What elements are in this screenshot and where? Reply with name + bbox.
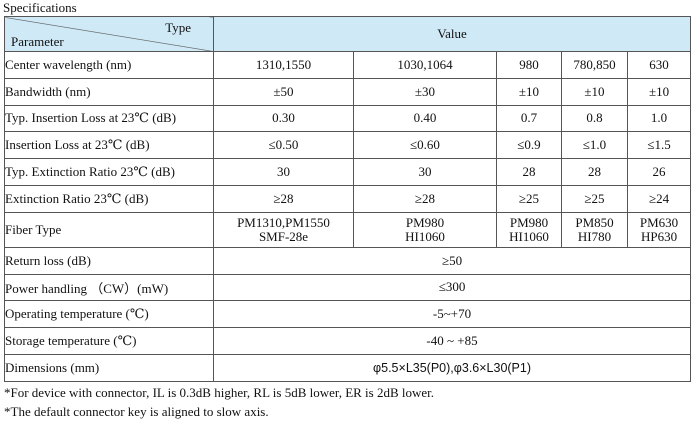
row-label: Power handling （CW）(mW) <box>4 273 214 302</box>
header-row: Type Parameter Value <box>4 16 692 52</box>
fiber-line: HI1060 <box>405 228 445 244</box>
row-label: Typ. Insertion Loss at 23℃ (dB) <box>4 104 214 133</box>
row-label: Center wavelength (nm) <box>4 51 214 79</box>
table-row: Extinction Ratio 23℃ (dB) ≥28 ≥28 ≥25 ≥2… <box>4 184 692 213</box>
row-label: Operating temperature (℃) <box>4 300 214 329</box>
fiber-line: PM1310,PM1550 <box>237 214 330 230</box>
table-cell: ≤0.60 <box>353 131 497 160</box>
table-row: Typ. Extinction Ratio 23℃ (dB) 30 30 28 … <box>4 158 692 186</box>
table-cell: ±10 <box>561 77 628 106</box>
table-cell: ≥25 <box>561 184 628 213</box>
merged-cell: -5~+70 <box>212 300 692 329</box>
table-cell: 28 <box>496 158 562 186</box>
table-cell: 28 <box>561 158 628 186</box>
merged-cell: ≥50 <box>212 246 692 275</box>
table-cell: ≤0.50 <box>213 131 354 160</box>
type-header-label: Type <box>165 20 191 35</box>
table-row: Storage temperature (℃) -40 ~ +85 <box>4 327 692 355</box>
row-label: Bandwidth (nm) <box>4 77 214 106</box>
table-cell: 0.30 <box>213 104 354 133</box>
footnote: *For device with connector, IL is 0.3dB … <box>4 385 435 400</box>
table-row: Center wavelength (nm) 1310,1550 1030,10… <box>4 51 692 79</box>
row-label: Storage temperature (℃) <box>4 327 214 355</box>
table-cell: ±30 <box>353 77 497 106</box>
table-row: Return loss (dB) ≥50 <box>4 246 692 275</box>
fiber-line: HI1060 <box>509 228 549 244</box>
table-cell: PM850 HI780 <box>561 211 628 248</box>
fiber-line: PM850 <box>575 214 614 230</box>
table-cell: 0.7 <box>496 104 562 133</box>
merged-cell: -40 ~ +85 <box>212 327 692 355</box>
fiber-line: PM980 <box>405 214 445 230</box>
table-cell: 26 <box>626 158 692 186</box>
table-row: Power handling （CW）(mW) ≤300 <box>4 273 692 302</box>
table-row: Operating temperature (℃) -5~+70 <box>4 300 692 329</box>
table-cell: ±10 <box>496 77 562 106</box>
table-cell: PM980 HI1060 <box>496 211 562 248</box>
fiber-line: PM980 <box>509 214 549 230</box>
value-header-cell: Value <box>212 16 692 52</box>
row-label: Dimensions (mm) <box>4 353 214 382</box>
row-label: Insertion Loss at 23℃ (dB) <box>4 131 214 160</box>
table-cell: 30 <box>353 158 497 186</box>
fiber-type-row: Fiber Type PM1310,PM1550 SMF-28e PM980 HI1… <box>4 211 692 248</box>
row-label: Return loss (dB) <box>4 246 214 275</box>
table-cell: 780,850 <box>561 51 628 79</box>
table-row: Insertion Loss at 23℃ (dB) ≤0.50 ≤0.60 ≤… <box>4 131 692 160</box>
table-row: Typ. Insertion Loss at 23℃ (dB) 0.30 0.4… <box>4 104 692 133</box>
table-cell: 1.0 <box>626 104 692 133</box>
fiber-line: HI780 <box>577 228 612 244</box>
table-cell: ≥25 <box>496 184 562 213</box>
section-title: Specifications <box>3 0 77 15</box>
table-cell: ±50 <box>213 77 354 106</box>
parameter-header-label: Parameter <box>11 34 64 49</box>
table-cell: PM1310,PM1550 SMF-28e <box>213 211 354 248</box>
footnote: *The default connector key is aligned to… <box>4 404 269 419</box>
table-cell: 980 <box>496 51 562 79</box>
table-cell: ≤1.5 <box>626 131 692 160</box>
fiber-line: HP630 <box>640 228 678 244</box>
table-cell: 0.40 <box>353 104 497 133</box>
table-cell: 1030,1064 <box>353 51 497 79</box>
table-cell: ±10 <box>626 77 692 106</box>
table-cell: PM630 HP630 <box>626 211 692 248</box>
table-cell: ≤1.0 <box>561 131 628 160</box>
table-row: Bandwidth (nm) ±50 ±30 ±10 ±10 ±10 <box>4 77 692 106</box>
table-cell: ≥28 <box>213 184 354 213</box>
table-cell: 630 <box>626 51 692 79</box>
table-cell: 0.8 <box>561 104 628 133</box>
table-cell: PM980 HI1060 <box>353 211 497 248</box>
table-row: Dimensions (mm) φ5.5×L35(P0),φ3.6×L30(P1… <box>4 353 692 382</box>
table-cell: ≤0.9 <box>496 131 562 160</box>
merged-cell: φ5.5×L35(P0),φ3.6×L30(P1) <box>212 353 692 382</box>
specifications-table: Type Parameter Value Center wavelength (… <box>4 16 692 382</box>
table-cell: ≥28 <box>353 184 497 213</box>
table-cell: ≥24 <box>626 184 692 213</box>
row-label: Fiber Type <box>4 211 214 248</box>
table-cell: 1310,1550 <box>213 51 354 79</box>
diagonal-header-cell: Type Parameter <box>4 16 214 52</box>
fiber-line: SMF-28e <box>258 228 309 244</box>
merged-cell: ≤300 <box>212 273 692 302</box>
row-label: Extinction Ratio 23℃ (dB) <box>4 184 214 213</box>
row-label: Typ. Extinction Ratio 23℃ (dB) <box>4 158 214 186</box>
table-cell: 30 <box>213 158 354 186</box>
fiber-line: PM630 <box>639 214 679 230</box>
